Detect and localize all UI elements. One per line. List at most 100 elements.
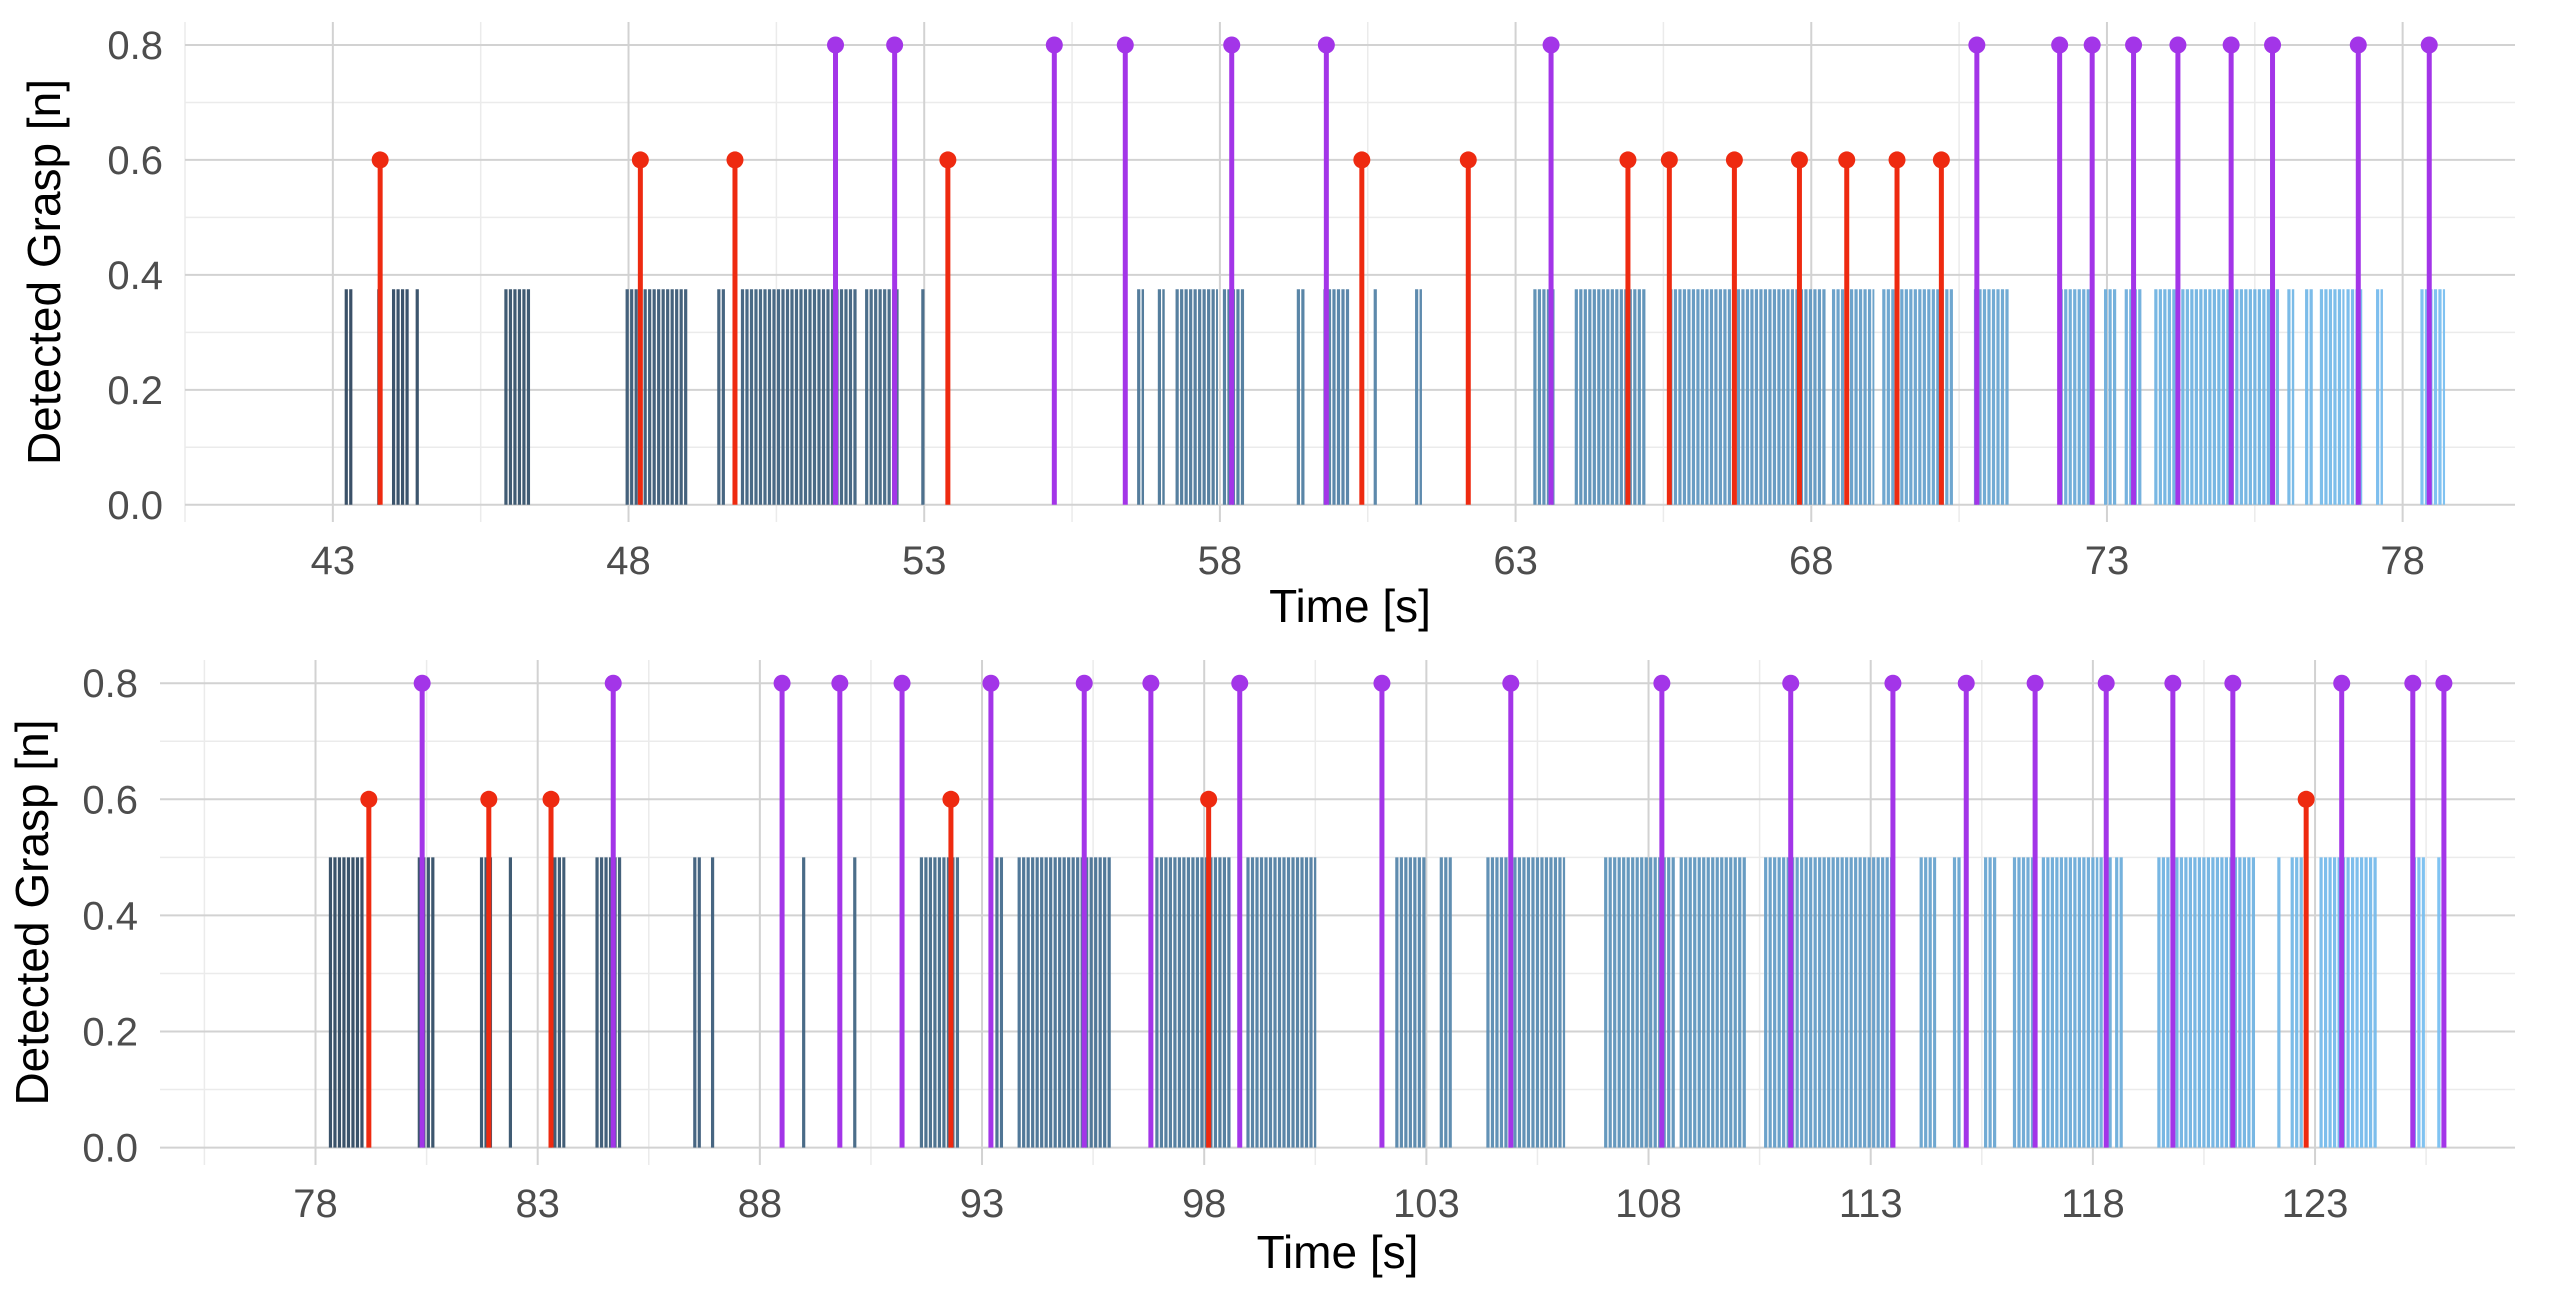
grasp-bar [2203,289,2207,505]
grasp-bar [1881,857,1885,1148]
purple-stem-marker [1653,674,1671,692]
grasp-bar [1495,857,1499,1148]
grasp-bar [1246,857,1250,1148]
grasp-bar [346,857,351,1148]
grasp-bar [1107,857,1111,1148]
grasp-bar [1504,857,1508,1148]
grasp-bar [1540,857,1544,1148]
grasp-bar [2091,857,2095,1148]
x-tick-label: 58 [1198,539,1243,583]
grasp-bar [2064,857,2068,1148]
grasp-bar [1777,857,1781,1148]
grasp-bar [697,857,701,1148]
grasp-bar [758,289,763,505]
grasp-bar [2319,289,2324,505]
grasp-bar [604,857,608,1148]
grasp-bar [2309,289,2313,505]
grasp-bar [1738,857,1742,1148]
grasp-bar [2030,857,2034,1148]
grasp-bar [2059,857,2063,1148]
grasp-bar [1211,289,1215,505]
grasp-bar [2129,289,2133,505]
grasp-bar [2095,857,2099,1148]
red-stem-marker [939,151,957,169]
grasp-bar [2257,289,2261,505]
grasp-bar [1741,289,1745,505]
grasp-bar [1723,289,1727,505]
grasp-bar [1795,289,1799,505]
grasp-bar [1300,857,1304,1148]
grasp-bar [599,857,604,1148]
grasp-bar [1909,289,1913,505]
grasp-bar [1615,289,1619,505]
grasp-bar [1175,289,1179,505]
grasp-bar [1597,289,1601,505]
y-tick-label: 0.4 [107,254,163,298]
purple-stem-marker [831,674,849,692]
x-tick-label: 78 [293,1182,338,1226]
grasp-bar [522,289,526,505]
grasp-bar [1218,857,1222,1148]
grasp-bar [1777,289,1781,505]
grasp-bar [1817,289,1822,505]
grasp-bar [1098,857,1102,1148]
grasp-bar [826,289,830,505]
grasp-bar [553,857,557,1148]
grasp-bar [2337,857,2341,1148]
grasp-bar [1772,289,1777,505]
grasp-bar [2077,289,2081,505]
grasp-bar [1544,857,1549,1148]
grasp-bar [1813,857,1817,1148]
grasp-bar [1715,857,1719,1148]
grasp-bar [1522,857,1526,1148]
grasp-bar [1727,289,1732,505]
grasp-bar [2124,289,2128,505]
purple-stem-marker [2404,674,2422,692]
grasp-bar [1558,857,1562,1148]
grasp-bar [2179,857,2184,1148]
grasp-bar [1422,857,1426,1148]
grasp-bar [1264,857,1268,1148]
grasp-bar [839,289,844,505]
grasp-bar [844,289,848,505]
grasp-bar [1919,857,1923,1148]
purple-stem-marker [1116,36,1134,54]
purple-stem-marker [1968,36,1986,54]
grasp-bar [1490,857,1495,1148]
grasp-bar [1720,857,1724,1148]
grasp-bar [1345,289,1350,505]
grasp-bar [1987,289,1991,505]
grasp-bar [1177,857,1182,1148]
grasp-bar [1872,857,1876,1148]
grasp-bar [337,857,342,1148]
x-tick-label: 108 [1615,1182,1682,1226]
grasp-bar [1822,857,1826,1148]
grasp-bar [1933,857,1937,1148]
grasp-bar [1268,857,1273,1148]
grasp-bar [2220,857,2224,1148]
grasp-bar [1588,289,1592,505]
grasp-bar [763,289,767,505]
purple-stem-marker [604,674,622,692]
grasp-bar [1931,289,1935,505]
grasp-bar [2202,857,2206,1148]
grasp-bar [2055,857,2059,1148]
grasp-bar [2299,857,2303,1148]
grasp-bar [1250,857,1255,1148]
grasp-bar [1945,289,1949,505]
grasp-bar [1957,857,1961,1148]
grasp-bar [1671,857,1675,1148]
grasp-bar [2290,857,2294,1148]
grasp-bar [2026,857,2030,1148]
grasp-bar [1408,857,1412,1148]
red-stem-marker [1660,151,1678,169]
grasp-bar [684,289,688,505]
grasp-bar [767,289,772,505]
grasp-bar [1189,289,1193,505]
grasp-bar [1644,857,1648,1148]
grasp-bar [2239,289,2243,505]
grasp-bar [2328,289,2333,505]
grasp-bar [2175,857,2179,1148]
grasp-bar [679,289,683,505]
grasp-bar [1017,857,1021,1148]
